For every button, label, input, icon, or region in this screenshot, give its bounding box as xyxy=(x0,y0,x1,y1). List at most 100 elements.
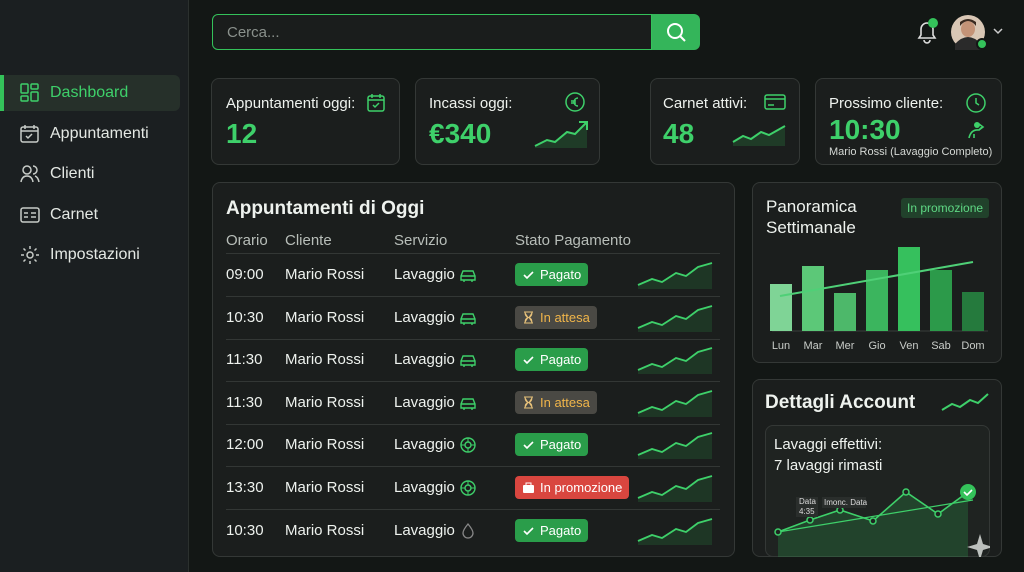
sparkline xyxy=(636,474,714,507)
stat-value: €340 xyxy=(429,118,492,149)
icon xyxy=(460,398,476,410)
separator xyxy=(226,423,720,425)
nav-icon xyxy=(20,83,39,102)
stat-value: 12 xyxy=(226,118,258,149)
nav-item[interactable]: Clienti xyxy=(0,156,180,192)
time: 11:30 xyxy=(226,351,263,369)
stat-card xyxy=(211,78,400,165)
clock-icon xyxy=(966,93,986,113)
service: Lavaggio xyxy=(394,308,455,326)
status-badge: In promozione xyxy=(515,476,630,499)
service: Lavaggio xyxy=(394,521,455,539)
icon xyxy=(460,480,476,496)
search-placeholder: Cerca... xyxy=(227,24,280,41)
client: Mario Rossi xyxy=(285,351,365,369)
separator xyxy=(226,509,720,510)
nav-item[interactable]: Impostazioni xyxy=(0,237,180,273)
x-tick-label: Mar xyxy=(804,340,823,352)
sparkline-svg xyxy=(637,432,713,460)
status-badge: In attesa xyxy=(515,390,597,414)
status-text: In attesa xyxy=(540,309,590,325)
status-badge: Pagato xyxy=(515,433,589,457)
status-badge: Pagato xyxy=(515,348,589,372)
time: 11:30 xyxy=(226,393,263,411)
bar xyxy=(930,270,952,331)
bar xyxy=(898,247,920,331)
status-icon xyxy=(523,482,534,493)
search-input[interactable]: Cerca... xyxy=(212,14,652,50)
time: 13:30 xyxy=(226,479,264,496)
notifications[interactable] xyxy=(912,16,942,46)
card-title: Appuntamenti di Oggi xyxy=(226,198,425,219)
nav-item[interactable]: Appuntamenti xyxy=(0,116,180,152)
nav-label: Impostazioni xyxy=(50,246,140,263)
account-chart: Data 4:35 Imonc. Data xyxy=(774,484,990,557)
service: Lavaggio xyxy=(394,393,455,411)
x-tick-label: Dom xyxy=(961,340,984,352)
stat-value: 10:30 xyxy=(829,114,901,145)
column-header: Servizio xyxy=(394,232,448,249)
separator xyxy=(226,253,720,254)
nav-item[interactable]: Carnet xyxy=(0,197,180,233)
separator xyxy=(226,296,720,297)
sparkline xyxy=(636,389,714,422)
sparkline xyxy=(636,431,714,464)
icon xyxy=(460,312,476,325)
stat-label: Prossimo cliente: xyxy=(829,95,944,112)
bar xyxy=(802,266,824,331)
status-icon xyxy=(524,396,533,409)
column-header: Orario xyxy=(226,232,268,249)
x-tick-label: Ven xyxy=(900,340,919,352)
chart-label: Imonc. Data xyxy=(824,498,868,507)
stat-note: Mario Rossi (Lavaggio Completo) xyxy=(829,146,993,158)
service-icon xyxy=(459,308,479,333)
promo-badge: In promozione xyxy=(901,198,990,218)
stat-card xyxy=(815,78,1002,165)
time: 10:30 xyxy=(226,308,264,326)
status-badge: Pagato xyxy=(515,518,589,542)
nav-label: Clienti xyxy=(50,165,95,182)
sparkline xyxy=(636,517,714,550)
status-icon xyxy=(523,441,534,450)
status-text: Pagato xyxy=(540,437,582,453)
client: Mario Rossi xyxy=(285,308,365,326)
status-text: Pagato xyxy=(540,267,582,282)
sparkline xyxy=(636,304,714,337)
client: Mario Rossi xyxy=(285,521,365,539)
status-icon xyxy=(523,356,534,365)
sparkline-svg xyxy=(637,347,713,375)
account-line: 7 lavaggi rimasti xyxy=(774,457,883,474)
column-header: Stato Pagamento xyxy=(515,232,631,249)
status-icon xyxy=(523,271,534,280)
status-text: Pagato xyxy=(540,522,582,538)
trend-line xyxy=(779,261,974,297)
stat-label: Carnet attivi: xyxy=(663,95,748,112)
sparkline-svg xyxy=(637,304,713,332)
sparkline xyxy=(534,121,588,148)
nav-icon xyxy=(20,124,39,143)
search-button[interactable] xyxy=(652,14,700,50)
person-arrow-icon xyxy=(968,122,985,139)
stat-label: Incassi oggi: xyxy=(429,95,513,112)
status-badge: In attesa xyxy=(515,305,597,329)
service: Lavaggio xyxy=(394,436,455,454)
client: Mario Rossi xyxy=(285,479,365,496)
card-icon xyxy=(764,94,786,110)
service-icon xyxy=(459,350,479,375)
service: Lavaggio xyxy=(394,266,455,283)
status-text: Pagato xyxy=(540,352,582,368)
sparkline-svg xyxy=(637,262,713,289)
service-icon xyxy=(459,265,479,290)
icon xyxy=(462,522,474,539)
chart-label: Data xyxy=(799,497,816,506)
stat-value: 48 xyxy=(663,118,695,149)
user-avatar[interactable] xyxy=(950,14,1006,50)
sparkline-svg xyxy=(637,389,713,417)
sparkline xyxy=(636,261,714,294)
separator xyxy=(226,381,720,383)
nav-item[interactable]: Dashboard xyxy=(0,75,180,111)
client: Mario Rossi xyxy=(285,436,365,454)
status-icon xyxy=(523,527,534,535)
icon xyxy=(460,270,476,282)
